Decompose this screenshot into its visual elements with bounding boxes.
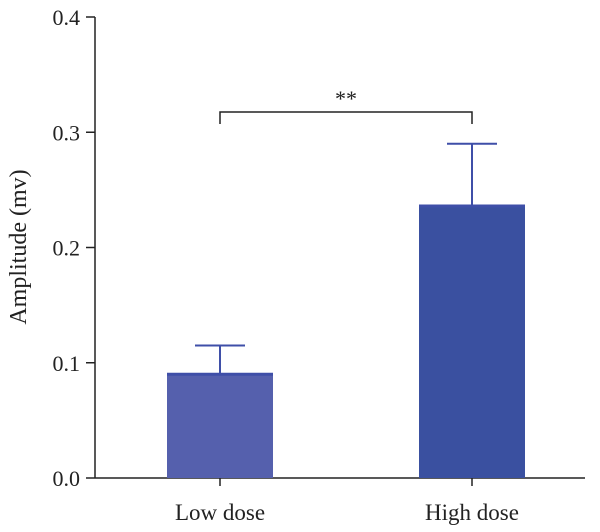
y-tick-label: 0.0 [53,466,81,491]
x-tick-label: High dose [425,500,519,525]
bars [167,204,525,478]
error-bars [195,142,497,375]
significance-label: ** [335,86,357,111]
significance-annotation: ** [219,86,473,124]
significance-bracket [219,111,473,124]
y-tick-label: 0.3 [53,120,81,145]
y-tick-label: 0.1 [53,351,81,376]
y-ticks: 0.0 0.1 0.2 0.3 0.4 [53,5,95,491]
y-tick-label: 0.2 [53,236,81,261]
y-axis-label: Amplitude (mv) [6,169,32,324]
bar [419,206,525,478]
x-tick-label: Low dose [175,500,265,525]
y-tick-label: 0.4 [53,5,81,30]
x-tick-labels: Low dose High dose [175,478,519,525]
bar [167,374,273,478]
